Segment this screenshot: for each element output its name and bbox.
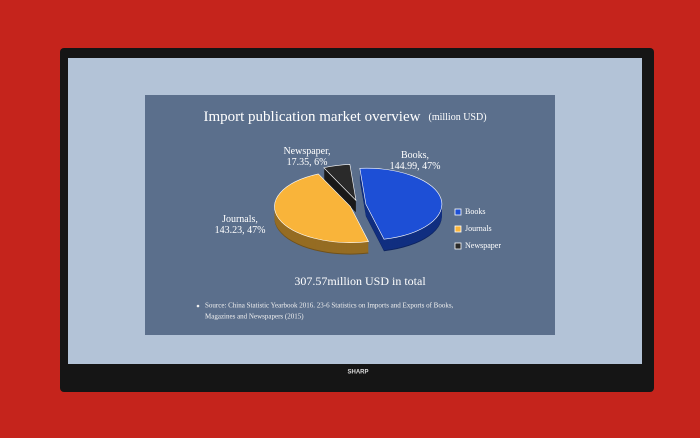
- labels: Books, 144.99, 47% Journals, 143.23, 47% New…: [196, 146, 501, 321]
- slice: [274, 173, 370, 243]
- data-label-line: Journals,: [222, 214, 258, 225]
- data-label-line: Newspaper,: [283, 146, 330, 157]
- data-label-line: 143.23, 47%: [215, 225, 266, 236]
- data-label-line: Books,: [401, 150, 429, 161]
- chart-title: Import publication market overview (mill…: [203, 109, 486, 126]
- source-note: Source: China Statistic Yearbook 2016. 2…: [205, 302, 454, 310]
- pie: [274, 164, 443, 255]
- legend-swatch: [454, 242, 462, 250]
- title-unit: (million USD): [428, 112, 486, 123]
- legend-swatch: [454, 225, 462, 233]
- source-bullet: [196, 304, 200, 308]
- source-note: Magazines and Newspapers (2015): [205, 313, 304, 321]
- legend-entry: Journals: [465, 224, 492, 233]
- slice: [323, 164, 357, 202]
- brand: SHARP: [347, 370, 368, 376]
- legend-entry: Newspaper: [465, 241, 501, 250]
- slice: [359, 167, 443, 240]
- legend-swatch: [454, 208, 462, 216]
- data-label: Newspaper, 17.35, 6%: [283, 146, 330, 168]
- data-label-line: 144.99, 47%: [390, 161, 441, 172]
- data-label: Books, 144.99, 47%: [390, 150, 441, 172]
- title: Import publication market overview: [203, 109, 420, 125]
- data-label-line: 17.35, 6%: [287, 157, 328, 168]
- data-label: Journals, 143.23, 47%: [215, 214, 266, 236]
- legend-entry: Books: [465, 207, 485, 216]
- total: 307.57million USD in total: [294, 274, 426, 288]
